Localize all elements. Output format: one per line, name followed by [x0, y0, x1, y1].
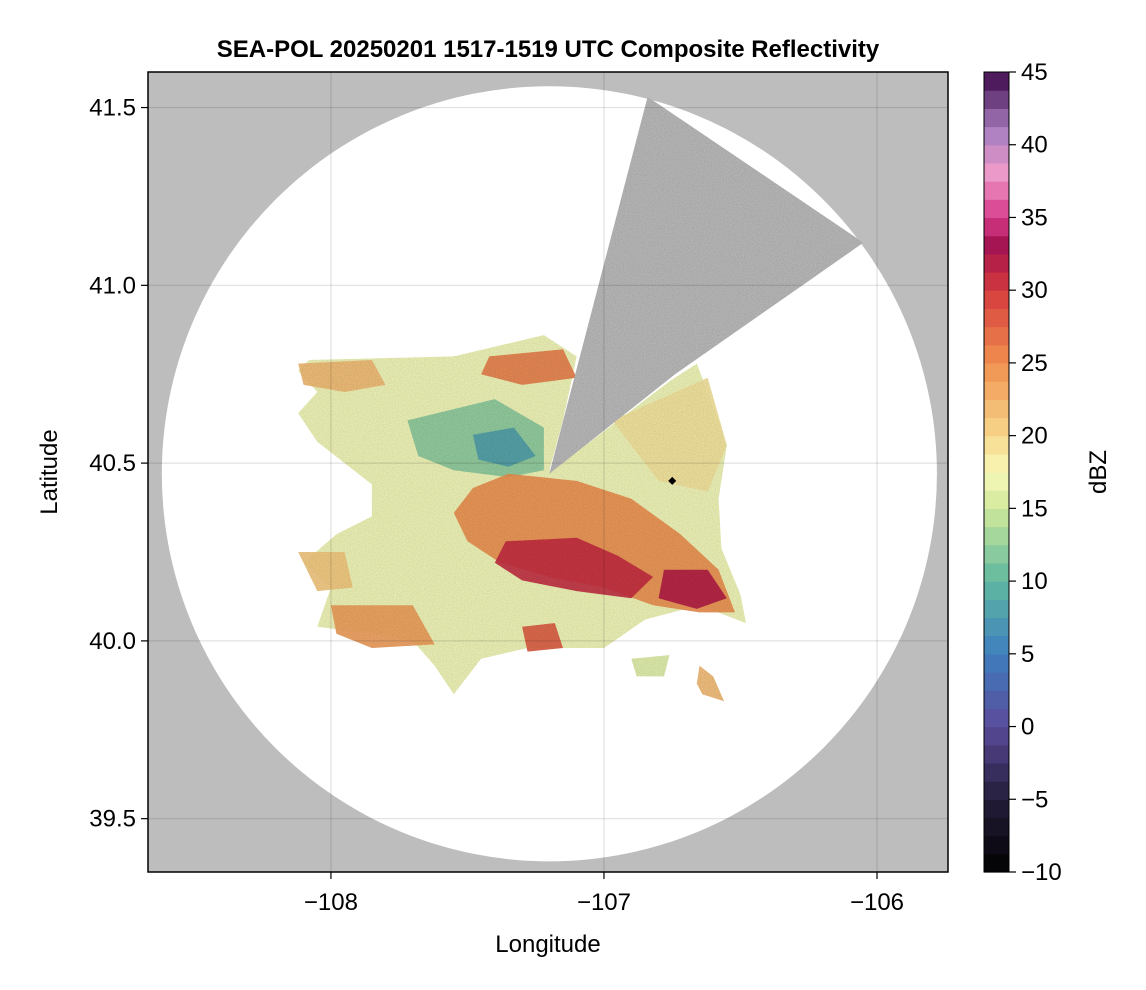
colorbar-band: [984, 562, 1009, 582]
colorbar-band: [984, 526, 1009, 546]
colorbar-band: [984, 581, 1009, 600]
colorbar-ticks: −10 −5 0 5 10 15 20 25 30 35 40 45: [1009, 59, 1062, 886]
colorbar: −10 −5 0 5 10 15 20 25 30 35 40 45 dBZ: [983, 59, 1112, 886]
y-axis-label: Latitude: [36, 429, 63, 514]
colorbar-band: [984, 508, 1009, 528]
plot-area: −108 −107 −106 39.5 40.0 40.5 41.0 41.5 Longit…: [36, 71, 949, 958]
echo-region-12: [612, 377, 727, 492]
colorbar-band: [984, 235, 1009, 255]
colorbar-band: [984, 362, 1009, 382]
colorbar-band: [984, 72, 1009, 91]
colorbar-band: [984, 290, 1009, 309]
colorbar-tick-label: 45: [1021, 59, 1048, 86]
marker-layer: [668, 476, 677, 485]
echo-region-3: [472, 427, 536, 467]
colorbar-band: [984, 199, 1009, 219]
echo-region-13: [631, 655, 670, 677]
colorbar-tick-label: 40: [1021, 132, 1048, 159]
colorbar-band: [984, 708, 1009, 728]
x-axis-label: Longitude: [495, 931, 600, 958]
colorbar-tick-label: 35: [1021, 204, 1048, 231]
site-marker: [668, 476, 677, 485]
colorbar-band: [984, 417, 1009, 437]
x-tick-label: −106: [850, 889, 904, 916]
colorbar-band: [984, 308, 1009, 328]
colorbar-tick-label: 25: [1021, 350, 1048, 377]
colorbar-tick-label: 5: [1021, 641, 1034, 668]
y-tick-label: 40.5: [89, 450, 136, 477]
echo-region-6: [658, 569, 727, 609]
colorbar-band: [984, 762, 1009, 782]
colorbar-band: [984, 853, 1009, 873]
colorbar-tick-label: 20: [1021, 423, 1048, 450]
colorbar-band: [984, 144, 1009, 164]
colorbar-band: [984, 272, 1009, 291]
colorbar-band: [984, 544, 1009, 564]
x-tick-label: −108: [304, 889, 358, 916]
grid-lines: [148, 72, 948, 872]
colorbar-band: [984, 653, 1009, 673]
colorbar-bands: [984, 72, 1009, 873]
colorbar-band: [984, 381, 1009, 400]
blocked-sector: [549, 96, 864, 474]
colorbar-band: [984, 726, 1009, 746]
colorbar-tick-label: 15: [1021, 495, 1048, 522]
echo-region-10: [330, 605, 435, 648]
colorbar-band: [984, 672, 1009, 691]
reflectivity-echoes: [298, 96, 864, 702]
colorbar-band: [984, 617, 1009, 637]
colorbar-band: [984, 181, 1009, 200]
y-tick-label: 41.0: [89, 272, 136, 299]
echo-region-5: [494, 537, 654, 599]
echo-region-14: [696, 665, 725, 702]
colorbar-tick-label: 0: [1021, 714, 1034, 741]
colorbar-band: [984, 690, 1009, 709]
colorbar-band: [984, 126, 1009, 146]
y-axis-ticks: 39.5 40.0 40.5 41.0 41.5: [89, 95, 148, 833]
chart-title: SEA-POL 20250201 1517-1519 UTC Composite…: [217, 36, 880, 63]
colorbar-band: [984, 399, 1009, 419]
colorbar-frame: [983, 71, 1010, 873]
colorbar-band: [984, 799, 1009, 819]
y-tick-label: 41.5: [89, 95, 136, 122]
colorbar-band: [984, 490, 1009, 509]
echo-region-8: [481, 349, 577, 385]
colorbar-band: [984, 344, 1009, 364]
colorbar-tick-label: 30: [1021, 277, 1048, 304]
y-tick-label: 40.0: [89, 628, 136, 655]
colorbar-band: [984, 744, 1009, 764]
colorbar-band: [984, 326, 1009, 346]
x-tick-label: −107: [577, 889, 631, 916]
colorbar-tick-label: 10: [1021, 568, 1048, 595]
colorbar-tick-label: −5: [1021, 786, 1048, 813]
colorbar-band: [984, 435, 1009, 455]
colorbar-label: dBZ: [1085, 450, 1112, 494]
colorbar-band: [984, 472, 1009, 491]
x-axis-ticks: −108 −107 −106: [304, 872, 904, 916]
echo-region-7: [298, 360, 386, 392]
colorbar-band: [984, 781, 1009, 800]
colorbar-tick-label: −10: [1021, 859, 1062, 886]
colorbar-band: [984, 835, 1009, 855]
echo-region-11: [522, 623, 563, 652]
plot-frame: [147, 71, 949, 873]
colorbar-band: [984, 453, 1009, 473]
colorbar-band: [984, 599, 1009, 619]
colorbar-band: [984, 635, 1009, 655]
colorbar-band: [984, 217, 1009, 237]
colorbar-band: [984, 108, 1009, 128]
colorbar-band: [984, 162, 1009, 182]
colorbar-band: [984, 253, 1009, 273]
colorbar-band: [984, 90, 1009, 109]
echo-region-9: [298, 552, 353, 592]
y-tick-label: 39.5: [89, 806, 136, 833]
colorbar-band: [984, 817, 1009, 837]
